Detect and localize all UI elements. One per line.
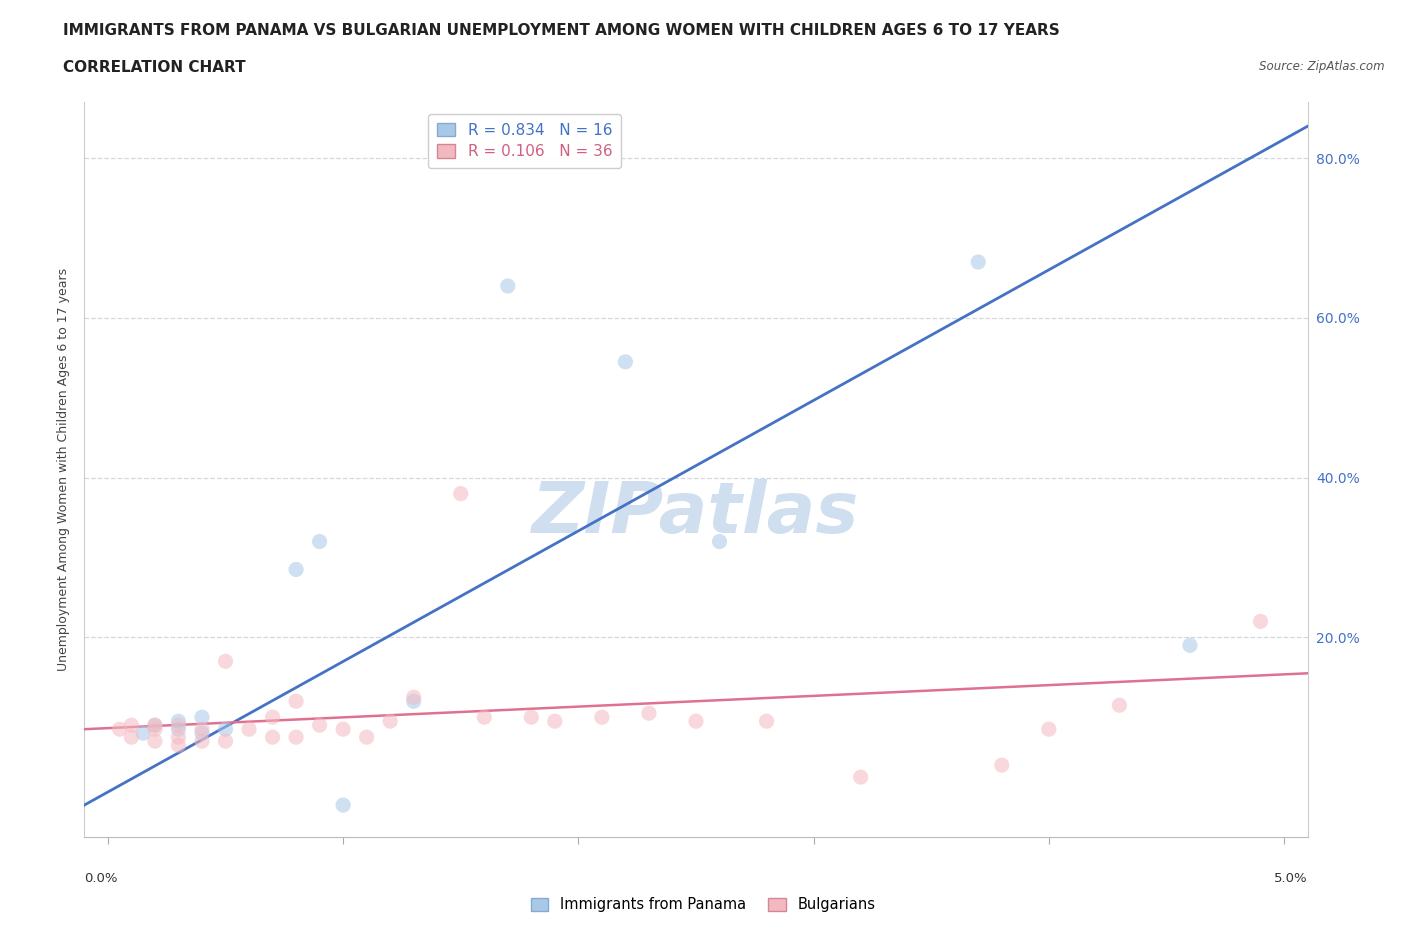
Point [544, 713, 567, 728]
Point [191, 734, 214, 749]
Point [356, 730, 378, 745]
Point [991, 758, 1014, 773]
Text: Source: ZipAtlas.com: Source: ZipAtlas.com [1260, 60, 1385, 73]
Point [402, 694, 425, 709]
Point [332, 798, 354, 813]
Point [332, 722, 354, 737]
Point [402, 690, 425, 705]
Text: 5.0%: 5.0% [1274, 872, 1308, 885]
Point [520, 710, 543, 724]
Point [132, 725, 155, 740]
Point [214, 734, 236, 749]
Point [214, 722, 236, 737]
Point [285, 694, 308, 709]
Point [614, 354, 637, 369]
Point [450, 486, 472, 501]
Y-axis label: Unemployment Among Women with Children Ages 6 to 17 years: Unemployment Among Women with Children A… [58, 268, 70, 671]
Point [120, 718, 142, 733]
Point [1108, 698, 1130, 712]
Point [167, 722, 190, 737]
Point [108, 722, 131, 737]
Text: 0.0%: 0.0% [84, 872, 118, 885]
Text: IMMIGRANTS FROM PANAMA VS BULGARIAN UNEMPLOYMENT AMONG WOMEN WITH CHILDREN AGES : IMMIGRANTS FROM PANAMA VS BULGARIAN UNEM… [63, 23, 1060, 38]
Text: ZIPatlas: ZIPatlas [533, 479, 859, 548]
Point [472, 710, 495, 724]
Point [591, 710, 613, 724]
Point [167, 718, 190, 733]
Point [967, 255, 990, 270]
Point [191, 710, 214, 724]
Point [378, 713, 402, 728]
Point [496, 279, 519, 294]
Point [143, 734, 166, 749]
Point [143, 722, 166, 737]
Point [685, 713, 707, 728]
Point [1250, 614, 1272, 629]
Point [120, 730, 142, 745]
Point [262, 730, 284, 745]
Point [191, 725, 214, 740]
Point [214, 654, 236, 669]
Point [308, 718, 330, 733]
Legend: R = 0.834   N = 16, R = 0.106   N = 36: R = 0.834 N = 16, R = 0.106 N = 36 [427, 113, 621, 168]
Point [143, 718, 166, 733]
Point [755, 713, 778, 728]
Point [262, 710, 284, 724]
Point [308, 534, 330, 549]
Point [143, 718, 166, 733]
Point [709, 534, 731, 549]
Point [238, 722, 260, 737]
Point [285, 562, 308, 577]
Point [167, 737, 190, 752]
Text: CORRELATION CHART: CORRELATION CHART [63, 60, 246, 75]
Legend: Immigrants from Panama, Bulgarians: Immigrants from Panama, Bulgarians [524, 891, 882, 918]
Point [285, 730, 308, 745]
Point [191, 722, 214, 737]
Point [1178, 638, 1201, 653]
Point [167, 730, 190, 745]
Point [1038, 722, 1060, 737]
Point [167, 713, 190, 728]
Point [638, 706, 661, 721]
Point [849, 770, 872, 785]
